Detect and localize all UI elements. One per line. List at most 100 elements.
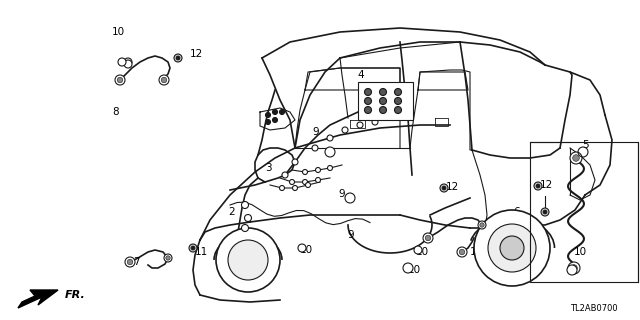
Circle shape (414, 246, 422, 254)
Text: 6: 6 (513, 207, 520, 217)
Circle shape (423, 233, 433, 243)
Circle shape (305, 182, 310, 188)
Circle shape (125, 257, 135, 267)
Circle shape (280, 109, 285, 115)
Circle shape (457, 247, 467, 257)
Circle shape (118, 58, 126, 66)
Circle shape (303, 170, 307, 174)
Text: 9: 9 (347, 230, 354, 240)
Circle shape (365, 107, 371, 114)
Circle shape (440, 184, 448, 192)
Circle shape (570, 152, 582, 164)
Text: 9: 9 (312, 127, 319, 137)
Circle shape (298, 244, 306, 252)
Circle shape (241, 202, 248, 209)
Circle shape (541, 208, 549, 216)
Circle shape (543, 210, 547, 214)
Text: TL2AB0700: TL2AB0700 (570, 304, 618, 313)
Circle shape (380, 89, 387, 95)
Text: FR.: FR. (65, 290, 86, 300)
Circle shape (273, 109, 278, 115)
Circle shape (228, 240, 268, 280)
Circle shape (568, 262, 580, 274)
Circle shape (117, 77, 123, 83)
Text: 10: 10 (300, 245, 313, 255)
Circle shape (176, 56, 180, 60)
Circle shape (567, 265, 577, 275)
Circle shape (280, 186, 285, 190)
Text: 10: 10 (112, 27, 125, 37)
Circle shape (394, 98, 401, 105)
Circle shape (380, 107, 387, 114)
Bar (358, 82, 413, 120)
Circle shape (189, 244, 197, 252)
Circle shape (164, 254, 172, 262)
Circle shape (266, 119, 271, 124)
Text: 10: 10 (416, 247, 429, 257)
Circle shape (357, 122, 363, 128)
Circle shape (394, 107, 401, 114)
Circle shape (404, 264, 412, 272)
Circle shape (534, 182, 542, 190)
Circle shape (372, 119, 378, 125)
Text: 4: 4 (357, 70, 364, 80)
Circle shape (328, 165, 333, 171)
Circle shape (342, 127, 348, 133)
Text: 10: 10 (408, 265, 421, 275)
Circle shape (327, 135, 333, 141)
Circle shape (282, 172, 288, 178)
Circle shape (316, 178, 321, 182)
Circle shape (191, 246, 195, 250)
Bar (530, 142, 638, 282)
Text: 9: 9 (338, 189, 344, 199)
Text: 10: 10 (574, 247, 587, 257)
Circle shape (244, 214, 252, 221)
Text: 5: 5 (582, 140, 589, 150)
Circle shape (403, 263, 413, 273)
Circle shape (124, 58, 132, 66)
Text: 7: 7 (133, 257, 140, 267)
Circle shape (216, 228, 280, 292)
Circle shape (571, 265, 577, 271)
Circle shape (500, 236, 524, 260)
Circle shape (460, 249, 465, 255)
Circle shape (312, 145, 318, 151)
Circle shape (273, 117, 278, 123)
Circle shape (365, 89, 371, 95)
Circle shape (345, 193, 355, 203)
Text: 3: 3 (265, 163, 271, 173)
Circle shape (474, 210, 550, 286)
Circle shape (166, 256, 170, 260)
Circle shape (115, 75, 125, 85)
Circle shape (536, 184, 540, 188)
Circle shape (241, 225, 248, 231)
Circle shape (292, 159, 298, 165)
Circle shape (316, 167, 321, 172)
Text: 12: 12 (540, 180, 553, 190)
Circle shape (124, 60, 132, 68)
Circle shape (425, 235, 431, 241)
Circle shape (159, 75, 169, 85)
Circle shape (289, 180, 294, 185)
Circle shape (174, 54, 182, 62)
Text: 11: 11 (195, 247, 208, 257)
Circle shape (573, 155, 579, 161)
Text: 12: 12 (446, 182, 460, 192)
Circle shape (488, 224, 536, 272)
Circle shape (161, 77, 167, 83)
Polygon shape (18, 290, 58, 308)
Circle shape (303, 180, 307, 185)
Circle shape (266, 113, 271, 117)
Circle shape (292, 186, 298, 190)
Circle shape (478, 221, 486, 229)
Circle shape (365, 98, 371, 105)
Circle shape (442, 186, 446, 190)
Circle shape (394, 89, 401, 95)
Text: 8: 8 (112, 107, 118, 117)
Circle shape (380, 98, 387, 105)
Circle shape (325, 147, 335, 157)
Text: 1: 1 (470, 247, 477, 257)
Text: 2: 2 (228, 207, 235, 217)
Circle shape (480, 223, 484, 227)
Text: 12: 12 (190, 49, 204, 59)
